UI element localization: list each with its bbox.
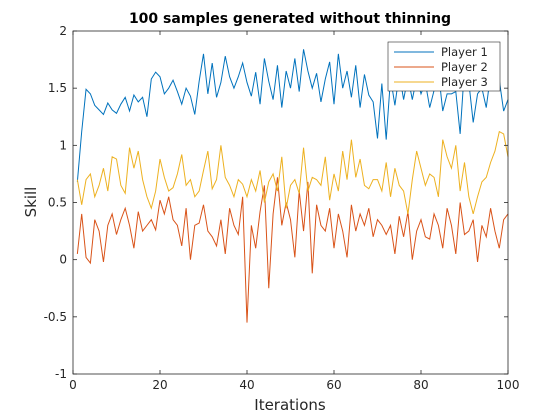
y-axis-label: Skill (22, 187, 40, 218)
x-tick-label: 60 (326, 378, 341, 392)
x-ticks: 0 20 40 60 80 100 (69, 31, 519, 392)
legend-label-player-3: Player 3 (441, 75, 488, 89)
chart-title: 100 samples generated without thinning (129, 11, 451, 27)
x-tick-label: 40 (239, 378, 254, 392)
y-tick-label: -1 (55, 367, 67, 381)
y-ticks: -1 -0.5 0 0.5 1 1.5 2 (44, 24, 508, 381)
legend-label-player-2: Player 2 (441, 60, 488, 74)
x-tick-label: 0 (69, 378, 77, 392)
legend-label-player-1: Player 1 (441, 45, 488, 59)
x-tick-label: 20 (152, 378, 167, 392)
x-tick-label: 80 (413, 378, 428, 392)
series-line-player-2 (76, 177, 509, 323)
y-tick-label: 1 (59, 138, 67, 152)
y-tick-label: 1.5 (48, 81, 67, 95)
y-tick-label: 2 (59, 24, 67, 38)
series-line-player-3 (76, 130, 509, 215)
x-tick-label: 100 (497, 378, 520, 392)
y-tick-label: 0 (59, 253, 67, 267)
y-tick-label: -0.5 (44, 310, 67, 324)
y-tick-label: 0.5 (48, 196, 67, 210)
x-axis-label: Iterations (254, 396, 326, 414)
